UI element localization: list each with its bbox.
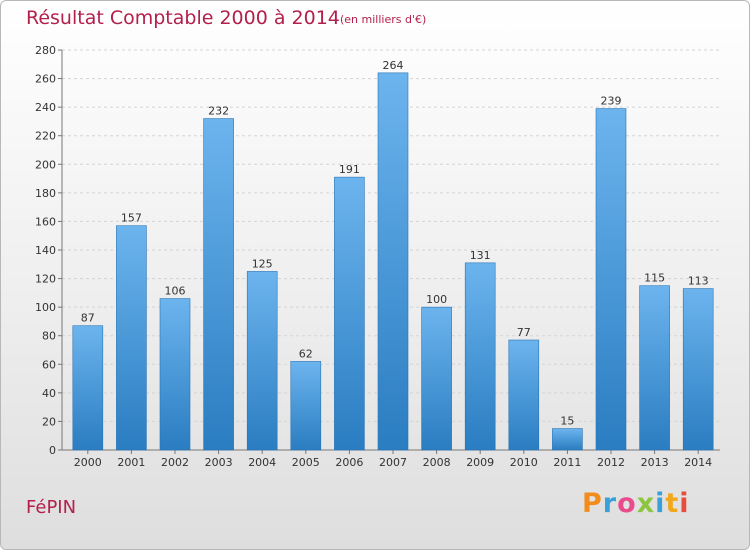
y-tick-label: 20 — [42, 415, 56, 428]
x-tick-label: 2001 — [117, 456, 145, 469]
logo-letter: t — [665, 488, 680, 519]
bar-2005 — [290, 361, 322, 451]
x-tick-label: 2010 — [510, 456, 538, 469]
bar-2000 — [72, 325, 104, 451]
bar-2006 — [334, 176, 365, 451]
data-label: 87 — [81, 312, 95, 325]
label-layer: 87 2000 157 2001 106 2002 232 2003 125 2004 62 2005… — [74, 59, 712, 469]
bar-2001 — [116, 225, 147, 451]
y-tick-label: 60 — [42, 358, 56, 371]
bar-2007 — [377, 72, 409, 451]
data-label: 100 — [426, 293, 447, 306]
bar-2011 — [552, 428, 583, 451]
bar-2008 — [421, 306, 452, 451]
data-label: 125 — [252, 257, 273, 270]
data-label: 264 — [383, 59, 404, 72]
bar-2004 — [246, 271, 278, 451]
data-label: 239 — [601, 95, 622, 108]
bar-2013 — [639, 285, 670, 451]
x-tick-label: 2007 — [379, 456, 407, 469]
x-tick-label: 2013 — [641, 456, 669, 469]
y-tick-label: 0 — [49, 444, 56, 457]
x-tick-label: 2011 — [553, 456, 581, 469]
y-tick-label: 180 — [35, 187, 56, 200]
y-tick-label: 280 — [35, 44, 56, 57]
data-label: 15 — [560, 415, 574, 428]
data-label: 157 — [121, 212, 142, 225]
x-tick-label: 2000 — [74, 456, 102, 469]
logo-letter: o — [617, 488, 637, 519]
x-tick-label: 2009 — [466, 456, 494, 469]
data-label: 77 — [517, 326, 531, 339]
data-label: 62 — [299, 347, 313, 360]
x-tick-label: 2008 — [423, 456, 451, 469]
logo-letter: x — [636, 488, 656, 519]
y-tick-label: 120 — [35, 273, 56, 286]
data-label: 191 — [339, 163, 360, 176]
y-tick-label: 200 — [35, 158, 56, 171]
chart-title: Résultat Comptable 2000 à 2014 — [26, 7, 340, 29]
bar-2002 — [159, 298, 191, 451]
y-tick-label: 140 — [35, 244, 56, 257]
x-tick-label: 2002 — [161, 456, 189, 469]
logo-letter: r — [602, 488, 618, 519]
y-tick-label: 240 — [35, 101, 56, 114]
y-tick-label: 80 — [42, 330, 56, 343]
commune-name: FéPIN — [26, 497, 77, 518]
x-tick-label: 2006 — [335, 456, 363, 469]
logo-letter: i — [655, 488, 666, 519]
bar-2014 — [682, 288, 714, 451]
logo-letter: P — [582, 488, 603, 519]
logo-letter: i — [679, 488, 690, 519]
data-label: 115 — [644, 272, 665, 285]
chart-subtitle: (en milliers d'€) — [340, 13, 427, 26]
y-tick-label: 220 — [35, 130, 56, 143]
y-tick-label: 260 — [35, 73, 56, 86]
data-label: 232 — [208, 105, 229, 118]
x-tick-label: 2003 — [205, 456, 233, 469]
data-label: 106 — [165, 285, 186, 298]
y-tick-label: 160 — [35, 215, 56, 228]
bar-2003 — [203, 118, 234, 451]
x-tick-label: 2014 — [684, 456, 712, 469]
y-tick-label: 40 — [42, 387, 56, 400]
data-label: 113 — [688, 275, 709, 288]
proxiti-logo: Proxiti — [582, 488, 690, 519]
x-tick-label: 2004 — [248, 456, 276, 469]
bar-layer — [72, 72, 714, 451]
x-tick-label: 2005 — [292, 456, 320, 469]
bar-2010 — [508, 339, 540, 451]
x-tick-label: 2012 — [597, 456, 625, 469]
data-label: 131 — [470, 249, 491, 262]
bar-2009 — [464, 262, 496, 451]
y-tick-label: 100 — [35, 301, 56, 314]
bar-2012 — [595, 108, 627, 451]
